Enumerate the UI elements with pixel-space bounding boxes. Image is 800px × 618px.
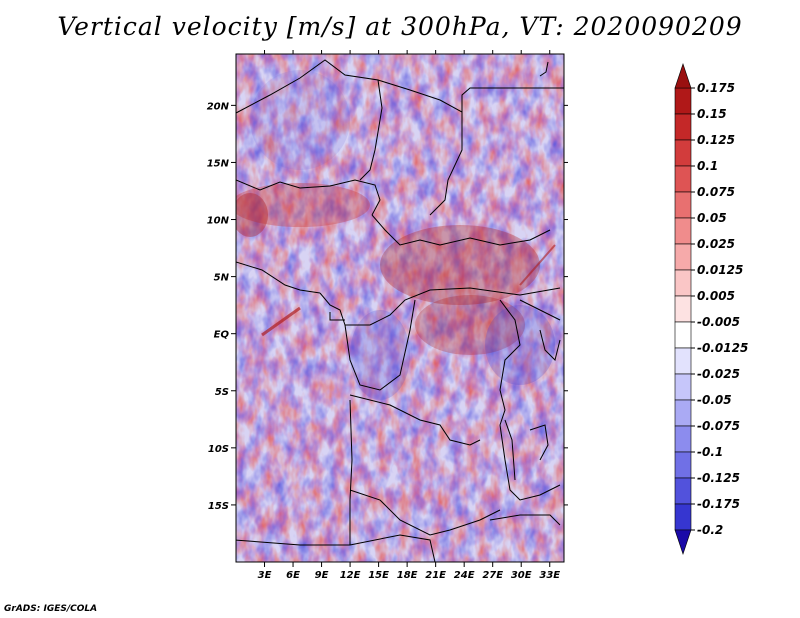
colorbar-label: 0.125 xyxy=(697,133,735,147)
map-frame xyxy=(235,53,565,563)
colorbar-segment xyxy=(674,165,692,193)
country-borders xyxy=(236,59,564,562)
colorbar-label: -0.0125 xyxy=(697,341,748,355)
lon-tick-label: 9E xyxy=(315,570,329,581)
colorbar-label: -0.175 xyxy=(697,497,740,511)
lat-tick-label: 15S xyxy=(208,501,229,512)
lon-tick-label: 33E xyxy=(539,570,560,581)
map-title: Vertical velocity [m/s] at 300hPa, VT: 2… xyxy=(57,12,743,41)
colorbar-top-triangle xyxy=(674,63,692,89)
colorbar-segment xyxy=(674,113,692,141)
lat-tick-label: 5S xyxy=(215,387,229,398)
colorbar-segment xyxy=(674,451,692,479)
colorbar-label: 0.005 xyxy=(697,289,735,303)
colorbar-label: -0.2 xyxy=(697,523,723,537)
colorbar-segment xyxy=(674,295,692,323)
colorbar-label: -0.125 xyxy=(697,471,740,485)
colorbar-segment xyxy=(674,503,692,531)
lon-tick-label: 21E xyxy=(425,570,446,581)
colorbar-segment xyxy=(674,87,692,115)
colorbar-bottom-triangle xyxy=(674,529,692,555)
colorbar-segment xyxy=(674,399,692,427)
lon-tick-label: 6E xyxy=(286,570,300,581)
colorbar-label: 0.0125 xyxy=(697,263,743,277)
colorbar-segment xyxy=(674,347,692,375)
colorbar-segment xyxy=(674,425,692,453)
grads-credit: GrADS: IGES/COLA xyxy=(4,604,98,614)
colorbar-label: 0.1 xyxy=(697,159,718,173)
colorbar-segment xyxy=(674,139,692,167)
colorbar-label: 0.175 xyxy=(697,81,735,95)
lat-tick-label: 10S xyxy=(208,444,229,455)
lon-tick-label: 15E xyxy=(368,570,389,581)
lon-tick-label: 3E xyxy=(258,570,272,581)
colorbar-label: -0.005 xyxy=(697,315,740,329)
lat-tick-label: EQ xyxy=(214,330,230,341)
colorbar-label: 0.15 xyxy=(697,107,727,121)
lat-tick-label: 10N xyxy=(207,216,230,227)
colorbar-label: -0.05 xyxy=(697,393,732,407)
lon-tick-label: 30E xyxy=(511,570,532,581)
velocity-field xyxy=(236,54,564,562)
lat-tick-label: 5N xyxy=(214,273,230,284)
colorbar-segment xyxy=(674,321,692,349)
colorbar-segment xyxy=(674,477,692,505)
colorbar-segment xyxy=(674,217,692,245)
colorbar-segment xyxy=(674,191,692,219)
colorbar-label: -0.1 xyxy=(697,445,723,459)
lon-tick-label: 18E xyxy=(397,570,418,581)
colorbar-segment xyxy=(674,269,692,297)
lon-tick-label: 24E xyxy=(454,570,475,581)
colorbar-label: 0.075 xyxy=(697,185,735,199)
lon-tick-label: 27E xyxy=(482,570,503,581)
lat-tick-label: 20N xyxy=(207,101,230,112)
colorbar-label: -0.075 xyxy=(697,419,740,433)
colorbar-label: 0.025 xyxy=(697,237,735,251)
colorbar-segment xyxy=(674,243,692,271)
colorbar-label: 0.05 xyxy=(697,211,727,225)
lon-tick-label: 12E xyxy=(340,570,361,581)
colorbar-label: -0.025 xyxy=(697,367,740,381)
colorbar-segment xyxy=(674,373,692,401)
lat-tick-label: 15N xyxy=(207,158,230,169)
